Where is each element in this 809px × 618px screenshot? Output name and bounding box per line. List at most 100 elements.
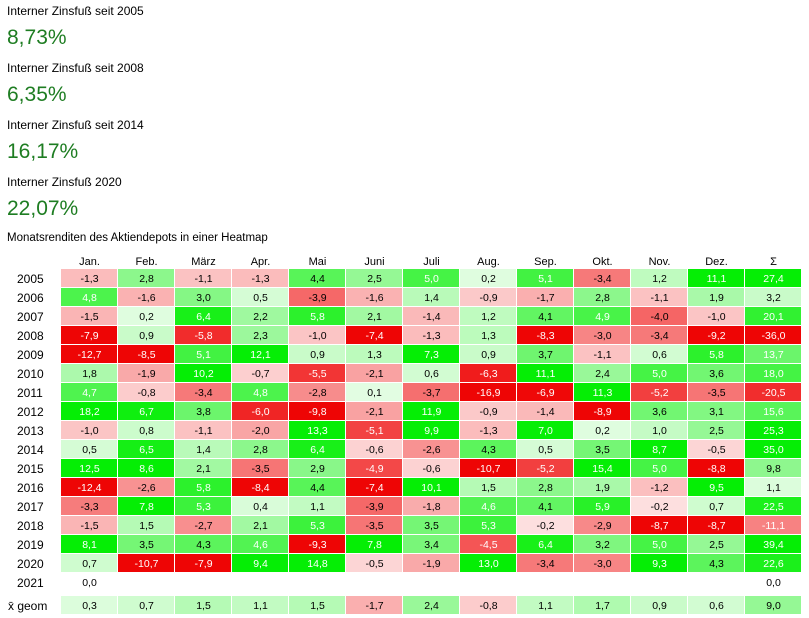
- heatmap-cell: [688, 554, 744, 572]
- cell-value: 0,5: [538, 444, 553, 456]
- cell-value: 0,9: [652, 600, 667, 612]
- heatmap-cell: [574, 288, 630, 306]
- cell-value: 7,0: [538, 425, 553, 437]
- heatmap-cell: [61, 307, 117, 325]
- cell-value: -9,8: [308, 406, 326, 418]
- irr-stat-2005: Interner Zinsfuß seit 2005 8,73%: [7, 4, 144, 50]
- cell-value: -8,4: [251, 482, 269, 494]
- heatmap-cell: [232, 364, 288, 382]
- heatmap-cell: [517, 497, 573, 515]
- heatmap-cell: [460, 421, 516, 439]
- heatmap-cell: [574, 326, 630, 344]
- cell-value: -3,0: [593, 558, 611, 570]
- heatmap-cell: [346, 383, 402, 401]
- cell-value: 35,0: [763, 444, 784, 456]
- irr-label: Interner Zinsfuß seit 2008: [7, 61, 144, 75]
- heatmap-cell: [460, 459, 516, 477]
- heatmap-cell: [346, 364, 402, 382]
- cell-value: 1,1: [253, 600, 268, 612]
- heatmap-cell: [403, 596, 459, 614]
- row-label: 2014: [17, 443, 44, 457]
- heatmap-cell: [118, 516, 174, 534]
- heatmap-cell: [346, 516, 402, 534]
- irr-stat-2020: Interner Zinsfuß 2020 22,07%: [7, 175, 122, 221]
- cell-value: 7,8: [367, 539, 382, 551]
- cell-value: -2,6: [137, 482, 155, 494]
- heatmap-cell: [289, 345, 345, 363]
- cell-value: 8,6: [139, 463, 154, 475]
- cell-value: -3,3: [80, 501, 98, 513]
- cell-value: 3,5: [595, 444, 610, 456]
- cell-value: -2,6: [422, 444, 440, 456]
- heatmap-cell: [61, 383, 117, 401]
- heatmap-cell: [745, 459, 801, 477]
- cell-value: 0,8: [139, 425, 154, 437]
- cell-value: -0,5: [707, 444, 725, 456]
- cell-value: -2,1: [365, 368, 383, 380]
- heatmap-cell: [118, 269, 174, 287]
- heatmap-cell: [517, 402, 573, 420]
- heatmap-cell: [61, 440, 117, 458]
- cell-value: 5,0: [424, 273, 439, 285]
- heatmap-cell: [289, 421, 345, 439]
- irr-value: 16,17%: [7, 140, 79, 163]
- row-label: 2008: [17, 329, 44, 343]
- heatmap-cell: [118, 288, 174, 306]
- heatmap-cell: [403, 383, 459, 401]
- heatmap-cell: [61, 269, 117, 287]
- cell-value: -8,5: [137, 349, 155, 361]
- column-header: Dez.: [705, 256, 728, 268]
- heatmap-cell: [631, 288, 687, 306]
- heatmap-cell: [289, 554, 345, 572]
- heatmap-cell: [61, 516, 117, 534]
- heatmap-cell: [232, 554, 288, 572]
- heatmap-cell: [289, 478, 345, 496]
- heatmap-cell: [346, 307, 402, 325]
- heatmap-cell: [403, 345, 459, 363]
- cell-value: -1,3: [479, 425, 497, 437]
- heatmap-cell: [175, 459, 231, 477]
- heatmap-cell: [631, 596, 687, 614]
- cell-value: 1,5: [310, 600, 325, 612]
- cell-value: -20,5: [762, 387, 786, 399]
- heatmap-cell: [346, 596, 402, 614]
- cell-value: 1,7: [595, 600, 610, 612]
- heatmap-cell: [346, 554, 402, 572]
- cell-value: 0,6: [709, 600, 724, 612]
- cell-value: 2,8: [253, 444, 268, 456]
- cell-value: 13,7: [763, 349, 784, 361]
- cell-value: 15,4: [592, 463, 613, 475]
- heatmap-cell: [118, 459, 174, 477]
- cell-value: 18,2: [79, 406, 100, 418]
- heatmap-cell: [631, 554, 687, 572]
- heatmap-cell: [460, 478, 516, 496]
- cell-value: -2,7: [194, 520, 212, 532]
- heatmap-cell: [289, 459, 345, 477]
- heatmap-cell: [460, 269, 516, 287]
- cell-value: -36,0: [762, 330, 786, 342]
- heatmap-cell: [61, 326, 117, 344]
- heatmap-cell: [232, 516, 288, 534]
- heatmap-cell: [232, 535, 288, 553]
- heatmap-cell: [460, 440, 516, 458]
- heatmap-cell: [232, 440, 288, 458]
- cell-value: 4,1: [538, 501, 553, 513]
- heatmap-cell: [61, 535, 117, 553]
- heatmap-cell: [403, 478, 459, 496]
- column-header: Jan.: [79, 256, 100, 268]
- row-label: 2010: [17, 367, 44, 381]
- cell-value: -5,5: [308, 368, 326, 380]
- cell-value: 0,2: [481, 273, 496, 285]
- heatmap-cell: [517, 269, 573, 287]
- cell-value: 12,5: [79, 463, 100, 475]
- heatmap-cell: [289, 596, 345, 614]
- irr-label: Interner Zinsfuß 2020: [7, 175, 122, 189]
- cell-value: 39,4: [763, 539, 784, 551]
- heatmap-cell: [517, 440, 573, 458]
- heatmap-cell: [289, 497, 345, 515]
- heatmap-cell: [574, 497, 630, 515]
- heatmap-cell: [631, 307, 687, 325]
- cell-value: 4,6: [253, 539, 268, 551]
- cell-value: 6,4: [538, 539, 553, 551]
- cell-value: 0,9: [139, 330, 154, 342]
